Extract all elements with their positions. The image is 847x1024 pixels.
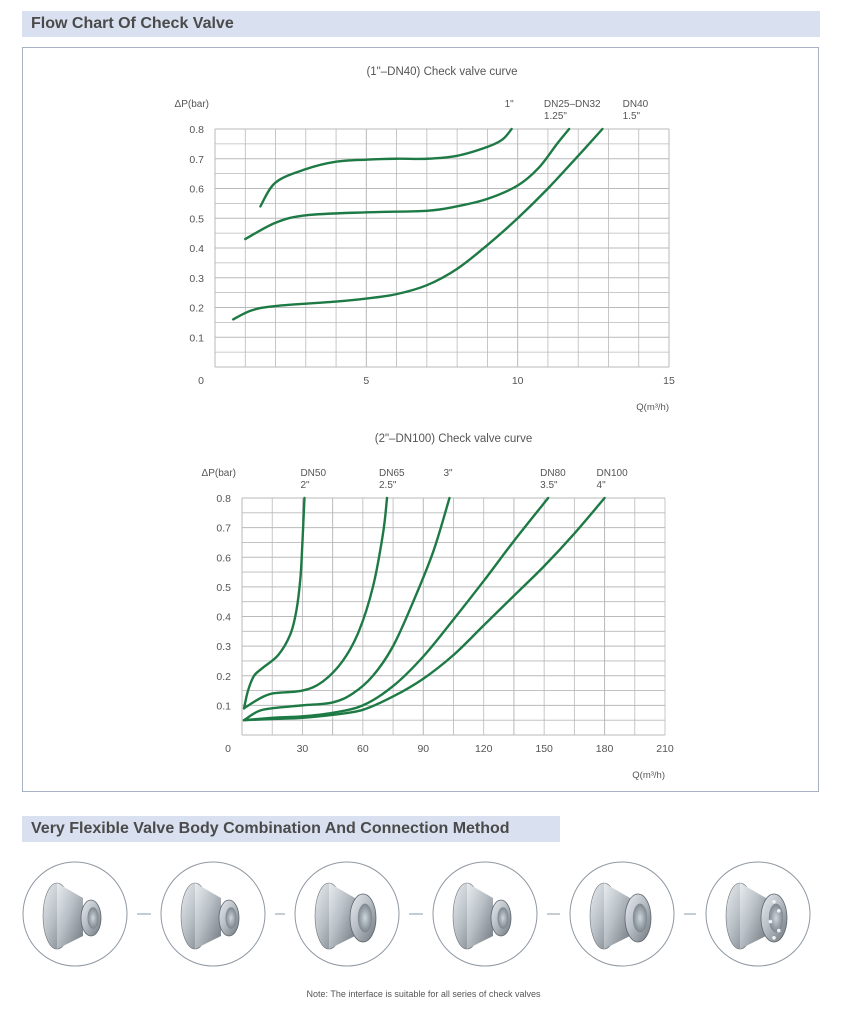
x-tick-label: 5	[363, 375, 369, 387]
curve-1-	[259, 127, 513, 208]
series-label: 1.5"	[623, 111, 641, 122]
valve-clamp-ferrule-ring-icon	[160, 861, 266, 967]
series-label: 1.25"	[544, 111, 567, 122]
series-label: 2.5"	[379, 480, 397, 491]
curve-dn25-dn32-1-25-	[244, 127, 571, 241]
series-label: DN100	[597, 468, 629, 479]
x-tick-label: 30	[297, 743, 309, 755]
y-axis-label: ΔP(bar)	[202, 468, 236, 479]
series-label: 3.5"	[540, 480, 558, 491]
flow-chart-section-title: Flow Chart Of Check Valve	[22, 11, 820, 37]
y-tick-label: 0.1	[189, 332, 204, 344]
combination-section-title: Very Flexible Valve Body Combination And…	[22, 816, 560, 842]
valve-clamp-small-ferrule-icon	[22, 861, 128, 967]
chart-title: (1"–DN40) Check valve curve	[366, 66, 517, 78]
y-tick-label: 0.1	[216, 700, 231, 712]
charts-frame	[22, 47, 819, 792]
y-tick-label: 0.6	[216, 552, 231, 564]
series-label: DN50	[300, 468, 326, 479]
x-tick-label: 0	[225, 743, 231, 755]
y-tick-label: 0.2	[216, 671, 231, 683]
curve-dn65-2-5-	[242, 496, 389, 710]
x-tick-label: 10	[512, 375, 524, 387]
series-label: 3"	[443, 468, 453, 479]
chart-2in-dn100: (2"–DN100) Check valve curve ΔP(bar) 0.8 0.…	[202, 433, 674, 781]
valve-flange-icon	[705, 861, 811, 967]
x-tick-label: 210	[656, 743, 674, 755]
y-tick-label: 0.6	[189, 184, 204, 196]
check-valve-charts: (1"–DN40) Check valve curve ΔP(bar) 0.8 0.7…	[175, 66, 675, 781]
x-tick-label: 90	[417, 743, 429, 755]
curve-dn80-3-5-	[242, 496, 550, 722]
combination-title-text: Very Flexible Valve Body Combination And…	[31, 820, 510, 837]
chart-title: (2"–DN100) Check valve curve	[375, 433, 532, 445]
valve-union-nut-icon	[294, 861, 400, 967]
x-tick-label: 60	[357, 743, 369, 755]
series-label: 2"	[300, 480, 310, 491]
series-label: 1"	[505, 99, 515, 110]
valve-connection-row	[22, 861, 811, 967]
y-tick-label: 0.7	[216, 523, 231, 535]
y-tick-label: 0.3	[216, 641, 231, 653]
valve-large-clamp-icon	[569, 861, 675, 967]
curve-3-	[242, 496, 451, 722]
x-tick-label: 150	[535, 743, 553, 755]
x-tick-label: 15	[663, 375, 675, 387]
y-tick-label: 0.7	[189, 154, 204, 166]
y-tick-label: 0.5	[216, 582, 231, 594]
x-axis-label: Q(m³/h)	[632, 770, 665, 781]
series-label: DN25–DN32	[544, 99, 601, 110]
x-tick-label: 0	[198, 375, 204, 387]
y-tick-label: 0.8	[189, 124, 204, 136]
flow-chart-title-text: Flow Chart Of Check Valve	[31, 15, 234, 32]
y-tick-label: 0.4	[189, 243, 204, 255]
valve-weld-end-icon	[432, 861, 538, 967]
curve-dn40-1-5-	[231, 127, 604, 321]
interface-note: Note: The interface is suitable for all …	[306, 989, 541, 999]
x-tick-label: 120	[475, 743, 493, 755]
y-axis-label: ΔP(bar)	[175, 99, 209, 110]
y-tick-label: 0.5	[189, 213, 204, 225]
y-tick-label: 0.8	[216, 493, 231, 505]
y-tick-label: 0.3	[189, 273, 204, 285]
x-tick-label: 180	[596, 743, 614, 755]
series-label: DN40	[623, 99, 649, 110]
curve-dn50-2-	[242, 496, 306, 710]
series-label: DN65	[379, 468, 405, 479]
curve-dn100-4-	[242, 496, 606, 722]
series-label: 4"	[597, 480, 607, 491]
y-tick-label: 0.4	[216, 612, 231, 624]
chart-1in-dn40: (1"–DN40) Check valve curve ΔP(bar) 0.8 0.7…	[175, 66, 675, 413]
x-axis-label: Q(m³/h)	[636, 402, 669, 413]
y-tick-label: 0.2	[189, 303, 204, 315]
series-label: DN80	[540, 468, 566, 479]
